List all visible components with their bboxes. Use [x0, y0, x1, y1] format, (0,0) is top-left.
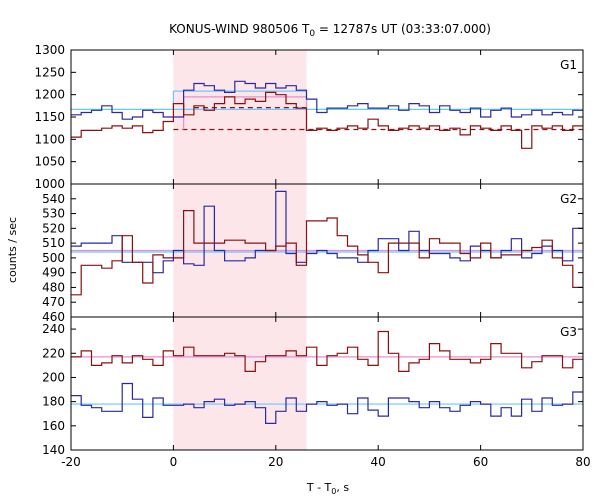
y-tick-label: 1250: [34, 65, 65, 79]
panel-label: G3: [560, 325, 577, 339]
x-tick-label: -20: [61, 455, 81, 469]
chart-title: KONUS-WIND 980506 T0 = 12787s UT (03:33:…: [169, 22, 491, 39]
y-tick-label: 200: [42, 370, 65, 384]
x-tick-label: 60: [473, 455, 488, 469]
panel-frame: [70, 316, 584, 451]
y-tick-label: 510: [42, 236, 65, 250]
x-tick-label: 40: [371, 455, 386, 469]
y-tick-label: 470: [42, 295, 65, 309]
y-tick-label: 480: [42, 280, 65, 294]
y-tick-label: 1050: [34, 155, 65, 169]
series-blue-g3: [71, 382, 583, 424]
y-tick-label: 500: [42, 251, 65, 265]
y-tick-label: 160: [42, 419, 65, 433]
signal-interval-shade: [173, 317, 307, 450]
y-tick-label: 530: [42, 207, 65, 221]
y-tick-label: 540: [42, 192, 65, 206]
signal-interval-shade: [173, 50, 307, 184]
y-tick-label: 520: [42, 221, 65, 235]
panel-g1: 1000 1050 1100 1150 1200 1250 1300 G1: [34, 43, 584, 191]
panel-label: G1: [560, 58, 577, 72]
y-tick-label: 220: [42, 346, 65, 360]
series-blue-g2: [71, 190, 583, 274]
y-tick-label: 180: [42, 395, 65, 409]
y-axis-label: counts / sec: [6, 217, 19, 283]
panels-group: 1000105011001150120012501300G14604704804…: [34, 43, 590, 469]
y-tick-label: 490: [42, 266, 65, 280]
y-tick-label: 1100: [34, 132, 65, 146]
series-red-g2: [71, 210, 583, 296]
y-tick-label: 1150: [34, 110, 65, 124]
y-tick-label: 140: [42, 443, 65, 457]
y-tick-label: 1200: [34, 88, 65, 102]
y-tick-label: 1000: [34, 177, 65, 191]
x-tick-label: 20: [268, 455, 283, 469]
y-tick-label: 240: [42, 322, 65, 336]
y-tick-label: 1300: [34, 43, 65, 57]
panel-label: G2: [560, 192, 577, 206]
x-tick-label: 80: [575, 455, 590, 469]
x-axis-label: T - T0, s: [306, 481, 349, 496]
series-red-g1: [71, 91, 583, 149]
series-red-g3: [71, 330, 583, 372]
series-blue-g1: [71, 80, 583, 120]
panel-frame: [70, 49, 584, 185]
y-tick-label: 460: [42, 310, 65, 324]
x-tick-label: 0: [170, 455, 178, 469]
panel-g3: 140 160 180 200 220 240 G3: [42, 316, 584, 457]
